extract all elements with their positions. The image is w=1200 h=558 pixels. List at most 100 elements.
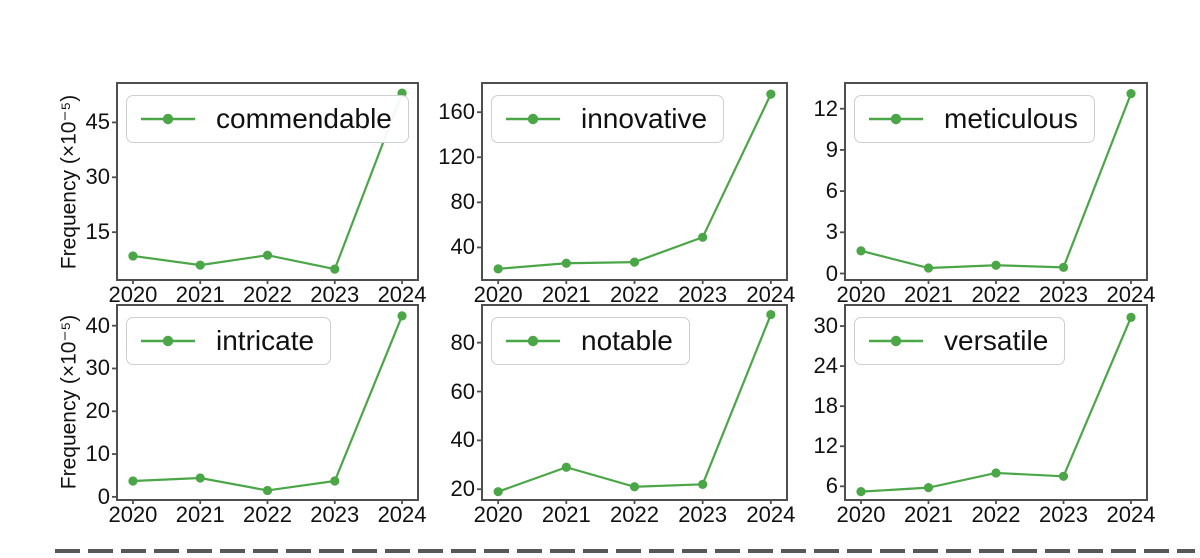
subplot-intricate: intricate 0 10 20 30 40 2020 2021 2022 2023 2024 [86, 304, 427, 526]
y-tick-label: 45 [85, 109, 110, 135]
legend-line-icon [506, 335, 560, 347]
x-tick-label: 2023 [678, 282, 728, 307]
data-point-2024 [397, 311, 407, 321]
data-point-2020 [493, 264, 503, 274]
line-plot [477, 89, 776, 284]
line-plot [840, 89, 1136, 284]
y-tick-label: 30 [85, 355, 110, 381]
data-point-2020 [856, 487, 866, 497]
data-point-2024 [1126, 89, 1136, 99]
subplot-meticulous: meticulous 0 3 6 9 12 2020 2021 2022 2023 2024 [814, 82, 1155, 306]
x-tick-label: 2020 [473, 502, 523, 527]
x-tick-marks [860, 499, 1132, 504]
y-tick-marks [840, 107, 846, 275]
data-point-2021 [561, 462, 571, 472]
subplot-versatile: versatile 6 12 18 24 30 2020 2021 2022 2023 2024 [814, 304, 1155, 526]
x-tick-label: 2020 [836, 502, 886, 527]
y-tick-label: 30 [813, 313, 838, 339]
x-tick-label: 2020 [473, 282, 523, 307]
data-point-2020 [128, 476, 138, 486]
y-tick-label: 80 [450, 329, 475, 355]
x-tick-label: 2023 [1039, 282, 1088, 307]
cropped-content-edge [55, 549, 1195, 553]
x-tick-label: 2022 [971, 502, 1021, 527]
data-point-2021 [923, 263, 934, 273]
y-tick-marks [112, 324, 118, 498]
data-point-2023 [698, 479, 708, 489]
line-plot [112, 88, 407, 284]
data-point-2021 [195, 260, 205, 270]
x-tick-label: 2021 [904, 282, 953, 307]
x-tick-label: 2021 [175, 282, 225, 307]
y-tick-label: 12 [813, 95, 838, 121]
y-tick-label: 6 [825, 473, 838, 499]
legend: versatile [854, 317, 1066, 366]
legend-line-icon [506, 113, 560, 125]
y-tick-label: 20 [450, 476, 475, 502]
legend: meticulous [854, 95, 1095, 144]
legend-label: versatile [944, 325, 1049, 356]
x-tick-label: 2023 [310, 282, 360, 307]
data-point-2022 [991, 468, 1001, 478]
legend: innovative [491, 95, 725, 144]
data-point-2021 [923, 483, 934, 493]
data-point-2023 [330, 476, 340, 486]
y-tick-label: 9 [825, 136, 838, 162]
y-tick-label: 0 [97, 483, 110, 509]
x-tick-label: 2023 [310, 502, 360, 527]
data-point-2023 [330, 264, 340, 274]
data-point-2020 [856, 246, 866, 256]
data-point-2020 [128, 251, 138, 261]
line-plot [840, 312, 1136, 504]
y-tick-marks [477, 341, 483, 491]
legend-label: notable [581, 325, 673, 356]
y-axis-label-bottom-row: Frequency (×10⁻⁵) [57, 314, 81, 490]
x-tick-marks [132, 499, 403, 504]
x-tick-label: 2020 [836, 282, 886, 307]
line-plot [112, 311, 407, 504]
legend-label: commendable [216, 103, 392, 134]
y-tick-label: 24 [813, 353, 838, 379]
y-axis-label-top-row: Frequency (×10⁻⁵) [57, 94, 81, 270]
y-tick-label: 15 [85, 219, 110, 245]
y-tick-label: 6 [825, 178, 838, 204]
legend: commendable [126, 95, 409, 144]
x-tick-label: 2024 [1106, 282, 1156, 307]
y-tick-label: 40 [450, 427, 475, 453]
data-point-2023 [698, 232, 708, 242]
x-tick-marks [497, 499, 772, 504]
data-point-2023 [1058, 262, 1069, 272]
y-tick-label: 160 [438, 99, 475, 125]
legend-line-icon [141, 113, 195, 125]
data-point-2024 [766, 309, 776, 320]
subplot-innovative: innovative 40 80 120 160 2020 2021 2022 2023 202… [438, 82, 795, 306]
y-tick-marks [840, 325, 846, 488]
x-tick-marks [497, 279, 772, 284]
x-tick-label: 2024 [1106, 502, 1156, 527]
x-tick-label: 2023 [1039, 502, 1088, 527]
y-tick-label: 80 [450, 189, 475, 215]
x-tick-label: 2024 [746, 282, 796, 307]
x-tick-label: 2024 [377, 282, 427, 307]
data-point-2022 [262, 485, 273, 496]
data-point-2020 [493, 487, 503, 497]
y-tick-marks [112, 121, 118, 234]
legend-label: meticulous [944, 103, 1078, 134]
line-plot [477, 309, 776, 504]
legend-label: intricate [216, 325, 315, 356]
y-tick-label: 20 [85, 398, 110, 424]
legend: intricate [126, 317, 332, 366]
y-tick-label: 10 [85, 441, 110, 467]
legend-line-icon [869, 335, 923, 347]
data-point-2022 [991, 260, 1001, 270]
y-tick-label: 40 [450, 234, 475, 260]
y-tick-label: 60 [450, 378, 475, 404]
y-tick-label: 30 [85, 164, 110, 190]
data-point-2021 [195, 473, 205, 483]
data-point-2021 [561, 258, 571, 268]
y-tick-label: 120 [438, 144, 475, 170]
x-tick-label: 2024 [746, 502, 796, 527]
y-tick-label: 0 [825, 260, 838, 286]
legend-label: innovative [581, 103, 708, 134]
